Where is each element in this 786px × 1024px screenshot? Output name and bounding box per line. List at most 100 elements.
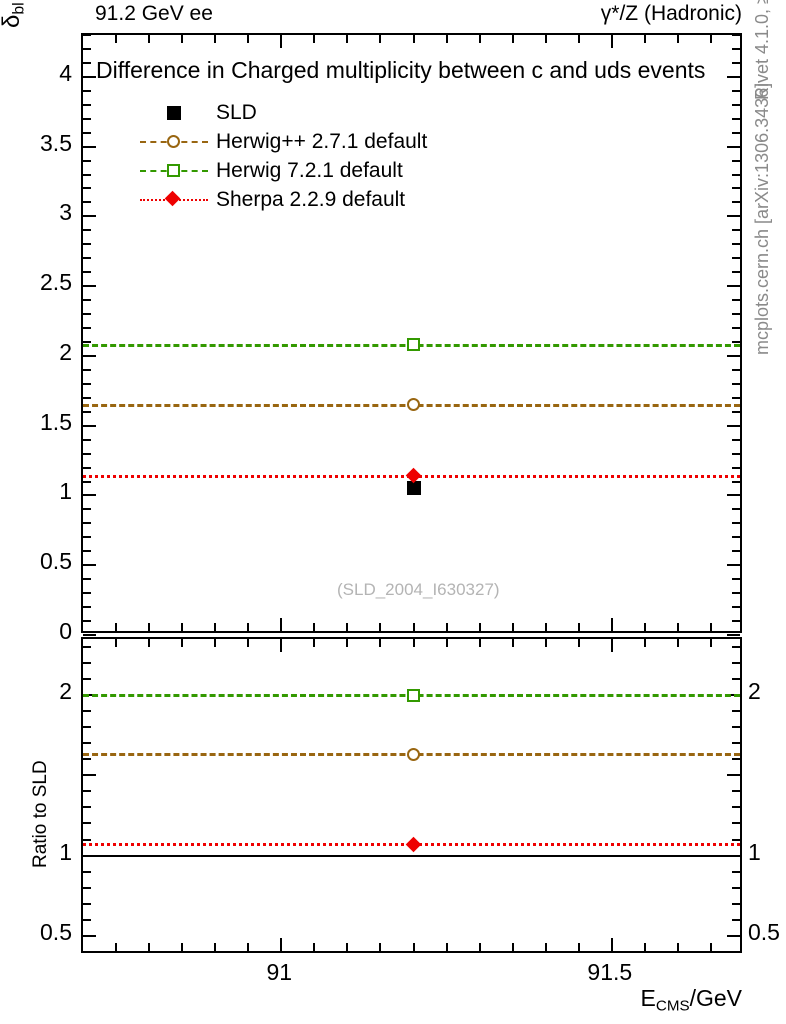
x-tick-main-bottom [709,623,712,631]
y-tick-main-right [732,299,740,302]
x-tick-ratio-top [313,639,316,647]
marker-square-open [407,338,420,352]
y-tick-main-right [732,229,740,232]
x-tick-main-top [709,35,712,43]
y-tick-main-right [732,103,740,106]
x-tick-main-bottom [280,618,283,631]
plot-title: Difference in Charged multiplicity betwe… [96,57,706,83]
y-tick-main-right [732,578,740,581]
x-tick-ratio-bottom [181,943,184,951]
y-tick-main [83,201,91,204]
legend-key [140,132,208,152]
marker-circle-open [407,398,420,412]
x-tick-ratio-top [148,639,151,647]
y-tick-label-main: 1 [59,478,72,505]
y-tick-main [83,340,91,343]
y-tick-main [83,327,91,330]
legend-item-sherpa[interactable]: Sherpa 2.2.9 default [140,185,427,214]
y-tick-ratio [83,886,91,889]
y-tick-main-right [732,201,740,204]
y-tick-label-main: 4 [59,59,72,86]
x-tick-ratio-top [478,639,481,647]
y-tick-main [83,313,91,316]
marker-circle-open [407,747,420,761]
y-tick-ratio [83,678,91,681]
y-tick-main [83,494,96,497]
legend-key [140,161,208,181]
y-tick-main [83,620,91,623]
y-tick-ratio [83,950,91,953]
marker-square-open [407,688,420,702]
process-label: γ*/Z (Hadronic) [600,2,742,25]
x-tick-main-bottom [148,623,151,631]
y-tick-main-right [732,550,740,553]
y-tick-main-right [732,173,740,176]
y-tick-main [83,634,96,636]
x-tick-main-bottom [181,623,184,631]
x-tick-main-top [379,35,382,43]
x-tick-main-top [676,35,679,43]
x-tick-main-top [577,35,580,43]
y-tick-ratio [83,902,91,905]
y-tick-main-right [732,34,740,36]
y-tick-ratio-right [732,726,740,729]
y-tick-label-ratio: 0.5 [40,918,72,945]
legend-item-sld[interactable]: SLD [140,98,427,127]
main-plot-panel [81,33,742,636]
y-tick-main-right [732,522,740,525]
y-tick-main [83,368,91,371]
y-tick-main [83,536,91,539]
marker-square-filled [167,105,181,120]
y-tick-ratio [83,918,91,921]
x-axis-label-sub: CMS [655,997,690,1015]
y-tick-main-right [732,340,740,343]
x-tick-ratio-top [709,639,712,647]
x-tick-main-top [643,35,646,43]
y-tick-label-main: 2 [59,338,72,365]
x-axis-label: ECMS/GeV [641,985,742,1014]
legend-item-herwig[interactable]: Herwig 7.2.1 default [140,156,427,185]
marker-diamond [164,190,181,206]
y-tick-main-right [732,396,740,399]
y-tick-main-right [732,131,740,134]
y-tick-main-right [732,187,740,190]
y-tick-ratio [83,662,91,665]
ratio-data-point-sherpa [405,836,422,853]
y-tick-ratio [83,790,91,793]
y-tick-main [83,354,96,357]
y-tick-main [83,215,96,218]
y-tick-main [83,410,91,413]
x-tick-main-bottom [544,623,547,631]
y-tick-main-right [732,508,740,511]
ratio-data-point-herwig [407,688,420,702]
x-tick-main-top [346,35,349,43]
y-tick-label-main: 0 [59,618,72,644]
y-tick-main-right [732,466,740,469]
legend-item-herwig++[interactable]: Herwig++ 2.7.1 default [140,127,427,156]
y-tick-main-right [732,606,740,609]
y-tick-main [83,243,91,246]
beam-energy-label: 91.2 GeV ee [95,2,213,25]
y-tick-main [83,592,91,595]
marker-circle-open [167,134,180,148]
x-tick-ratio-bottom [412,943,415,951]
y-axis-label-main-base: δ [0,14,25,28]
y-tick-ratio [83,726,91,729]
y-tick-main [83,229,91,232]
y-tick-main-right [732,47,740,50]
y-tick-main [83,159,91,162]
legend-key [140,103,208,123]
y-tick-main [83,522,91,525]
y-tick-main-right [727,424,740,427]
x-tick-main-top [511,35,514,43]
y-tick-main-right [727,634,740,636]
y-tick-main-right [727,75,740,78]
x-tick-main-bottom [346,623,349,631]
x-tick-main-bottom [676,623,679,631]
marker-diamond [405,836,422,853]
x-tick-main-top [544,35,547,43]
y-tick-ratio [83,934,96,937]
y-tick-main [83,480,91,483]
x-tick-main-bottom [247,623,250,631]
x-tick-ratio-bottom [676,943,679,951]
